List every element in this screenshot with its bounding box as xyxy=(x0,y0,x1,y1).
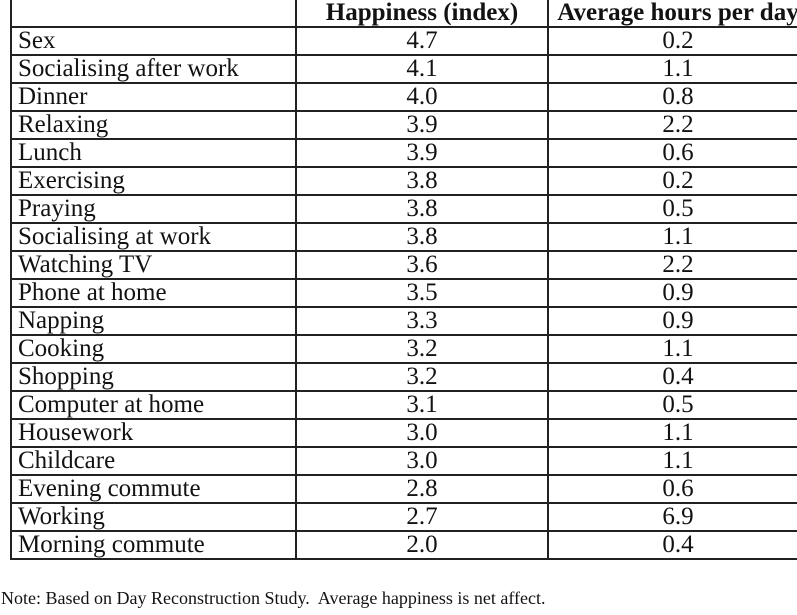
table-note: Note: Based on Day Reconstruction Study.… xyxy=(1,588,546,608)
activity-cell: Evening commute xyxy=(10,474,297,504)
table-body: Sex 4.7 0.2 Socialising after work 4.1 1.1 Din… xyxy=(10,26,797,560)
table-row: Socialising after work 4.1 1.1 xyxy=(10,54,797,84)
hours-cell: 2.2 xyxy=(547,110,797,140)
happiness-cell: 2.8 xyxy=(295,474,549,504)
table-row: Relaxing 3.9 2.2 xyxy=(10,110,797,140)
happiness-cell: 2.0 xyxy=(295,530,549,560)
activity-cell: Housework xyxy=(10,418,297,448)
table-row: Dinner 4.0 0.8 xyxy=(10,82,797,112)
table-row: Working 2.7 6.9 xyxy=(10,502,797,532)
happiness-cell: 3.9 xyxy=(295,110,549,140)
hours-cell: 6.9 xyxy=(547,502,797,532)
activity-cell: Phone at home xyxy=(10,278,297,308)
happiness-cell: 3.8 xyxy=(295,194,549,224)
activity-cell: Sex xyxy=(10,26,297,56)
activity-cell: Computer at home xyxy=(10,390,297,420)
activity-cell: Childcare xyxy=(10,446,297,476)
table-row: Socialising at work 3.8 1.1 xyxy=(10,222,797,252)
happiness-cell: 3.8 xyxy=(295,222,549,252)
activity-cell: Socialising after work xyxy=(10,54,297,84)
happiness-cell: 4.0 xyxy=(295,82,549,112)
hours-cell: 0.2 xyxy=(547,26,797,56)
happiness-cell: 3.8 xyxy=(295,166,549,196)
table-row: Watching TV 3.6 2.2 xyxy=(10,250,797,280)
happiness-cell: 3.2 xyxy=(295,334,549,364)
happiness-cell: 3.3 xyxy=(295,306,549,336)
table-row: Childcare 3.0 1.1 xyxy=(10,446,797,476)
activity-cell: Napping xyxy=(10,306,297,336)
hours-cell: 0.6 xyxy=(547,474,797,504)
hours-cell: 0.2 xyxy=(547,166,797,196)
table-row: Evening commute 2.8 0.6 xyxy=(10,474,797,504)
table-row: Cooking 3.2 1.1 xyxy=(10,334,797,364)
activity-cell: Relaxing xyxy=(10,110,297,140)
activity-happiness-table: Happiness (index) Average hours per day … xyxy=(10,0,797,560)
happiness-cell: 3.2 xyxy=(295,362,549,392)
happiness-cell: 3.6 xyxy=(295,250,549,280)
hours-cell: 1.1 xyxy=(547,334,797,364)
activity-cell: Shopping xyxy=(10,362,297,392)
table-row: Napping 3.3 0.9 xyxy=(10,306,797,336)
hours-cell: 0.4 xyxy=(547,530,797,560)
happiness-cell: 4.1 xyxy=(295,54,549,84)
table-row: Exercising 3.8 0.2 xyxy=(10,166,797,196)
table-row: Phone at home 3.5 0.9 xyxy=(10,278,797,308)
happiness-cell: 3.5 xyxy=(295,278,549,308)
table-row: Morning commute 2.0 0.4 xyxy=(10,530,797,560)
hours-cell: 0.6 xyxy=(547,138,797,168)
hours-cell: 0.9 xyxy=(547,306,797,336)
activity-cell: Socialising at work xyxy=(10,222,297,252)
happiness-cell: 3.0 xyxy=(295,446,549,476)
table-row: Lunch 3.9 0.6 xyxy=(10,138,797,168)
hours-cell: 1.1 xyxy=(547,54,797,84)
activity-cell: Exercising xyxy=(10,166,297,196)
activity-cell: Working xyxy=(10,502,297,532)
hours-cell: 0.9 xyxy=(547,278,797,308)
table-row: Shopping 3.2 0.4 xyxy=(10,362,797,392)
hours-cell: 1.1 xyxy=(547,222,797,252)
hours-cell: 2.2 xyxy=(547,250,797,280)
hours-cell: 0.5 xyxy=(547,390,797,420)
header-cell-happiness: Happiness (index) xyxy=(295,0,549,28)
hours-cell: 1.1 xyxy=(547,418,797,448)
happiness-cell: 4.7 xyxy=(295,26,549,56)
hours-cell: 0.4 xyxy=(547,362,797,392)
table-row: Computer at home 3.1 0.5 xyxy=(10,390,797,420)
table-row: Housework 3.0 1.1 xyxy=(10,418,797,448)
activity-cell: Lunch xyxy=(10,138,297,168)
happiness-cell: 3.1 xyxy=(295,390,549,420)
table-row: Sex 4.7 0.2 xyxy=(10,26,797,56)
activity-cell: Praying xyxy=(10,194,297,224)
table-row: Praying 3.8 0.5 xyxy=(10,194,797,224)
hours-cell: 0.5 xyxy=(547,194,797,224)
hours-cell: 1.1 xyxy=(547,446,797,476)
header-row: Happiness (index) Average hours per day xyxy=(10,0,797,28)
activity-cell: Watching TV xyxy=(10,250,297,280)
activity-cell: Dinner xyxy=(10,82,297,112)
hours-cell: 0.8 xyxy=(547,82,797,112)
header-cell-hours: Average hours per day xyxy=(547,0,797,28)
happiness-cell: 2.7 xyxy=(295,502,549,532)
happiness-cell: 3.9 xyxy=(295,138,549,168)
header-cell-activity xyxy=(10,0,297,28)
activity-cell: Morning commute xyxy=(10,530,297,560)
activity-cell: Cooking xyxy=(10,334,297,364)
happiness-cell: 3.0 xyxy=(295,418,549,448)
